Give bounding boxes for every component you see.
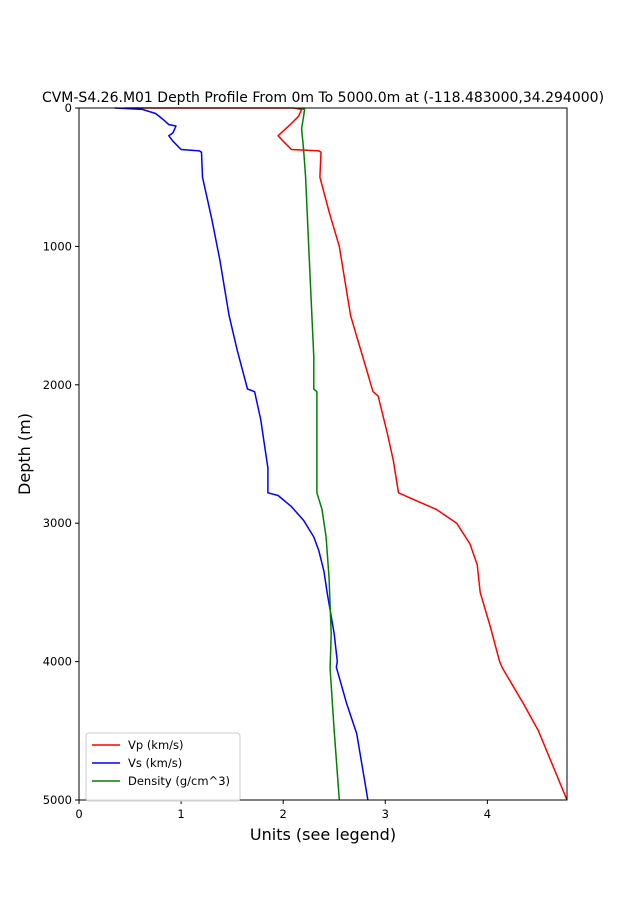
y-tick-label: 5000: [43, 793, 72, 807]
y-axis: 0 1000 2000 3000 4000 5000: [43, 101, 79, 807]
x-tick-label: 2: [280, 807, 287, 821]
y-tick-label: 2000: [43, 378, 72, 392]
x-tick-label: 3: [382, 807, 389, 821]
x-tick-label: 0: [75, 807, 82, 821]
y-tick-label: 4000: [43, 655, 72, 669]
y-axis-title: Depth (m): [15, 413, 34, 495]
legend-label: Density (g/cm^3): [128, 774, 230, 788]
y-tick-label: 0: [65, 101, 72, 115]
y-tick-label: 3000: [43, 516, 72, 530]
y-tick-label: 1000: [43, 239, 72, 253]
legend-box: [85, 732, 241, 802]
chart-title: CVM-S4.26.M01 Depth Profile From 0m To 5…: [42, 90, 604, 106]
legend-label: Vp (km/s): [128, 738, 184, 752]
series-line-1: [114, 107, 369, 801]
x-axis: 0 1 2 3 4: [75, 800, 491, 821]
x-tick-label: 4: [484, 807, 491, 821]
plot-frame: [78, 107, 568, 801]
series-line-2: [298, 107, 341, 801]
legend-label: Vs (km/s): [128, 756, 182, 770]
series-layer: [114, 107, 568, 801]
x-tick-label: 1: [177, 807, 184, 821]
x-axis-title: Units (see legend): [250, 825, 396, 844]
series-line-0: [124, 107, 568, 801]
legend: Vp (km/s) Vs (km/s) Density (g/cm^3): [85, 732, 241, 802]
